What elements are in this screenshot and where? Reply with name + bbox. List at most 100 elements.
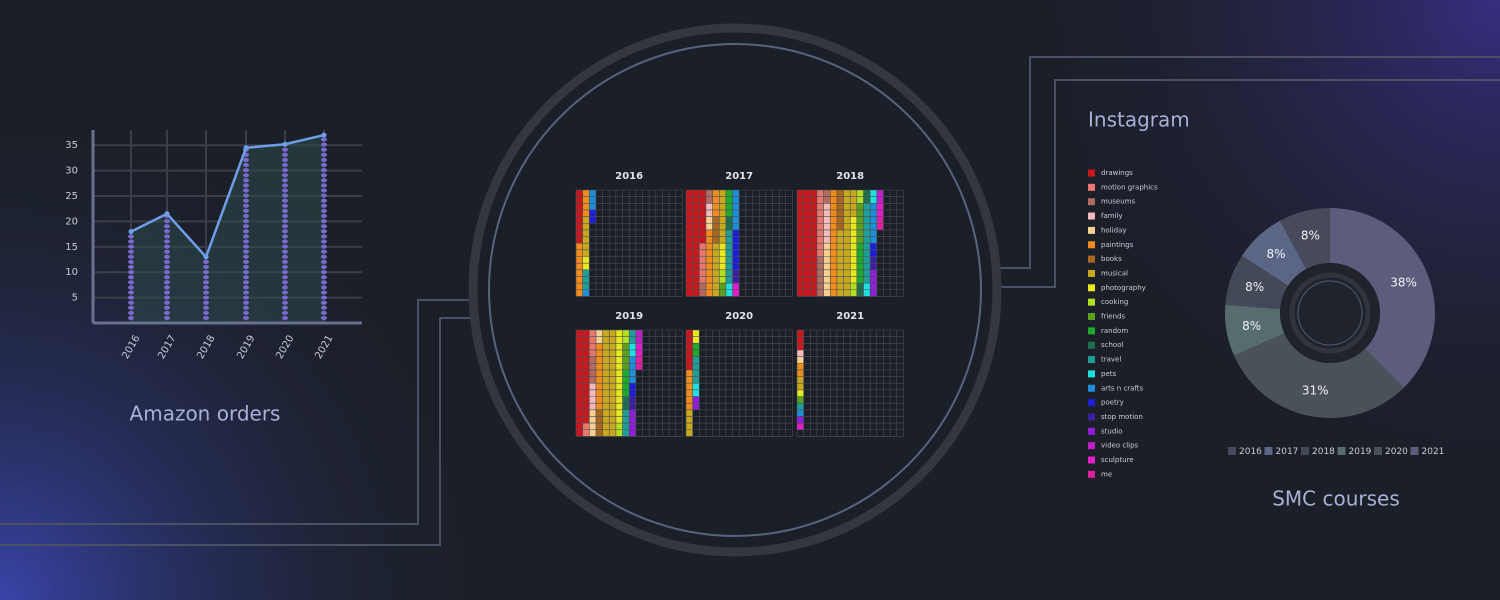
waffle-block (816, 190, 831, 297)
waffle-cell (816, 269, 824, 277)
waffle-cell (622, 429, 630, 437)
panel-title: 2021 (836, 311, 864, 322)
waffle-block (856, 243, 864, 284)
dot (203, 305, 209, 310)
waffle-cell (686, 196, 693, 204)
dot (321, 168, 327, 173)
waffle-cell (876, 203, 884, 210)
waffle-cell (810, 263, 817, 270)
waffle-cell (622, 336, 630, 344)
waffle-cell (732, 209, 740, 217)
waffle-cell (576, 429, 583, 437)
waffle-cell (686, 416, 693, 424)
legend-swatch (1264, 447, 1273, 455)
waffle-cell (629, 383, 636, 390)
waffle-cell (595, 403, 603, 410)
waffle-cell (609, 369, 616, 377)
waffle-cell (712, 263, 720, 270)
dot (282, 157, 288, 162)
panel-title: 2020 (725, 311, 753, 322)
waffle-cell (595, 409, 603, 417)
dot (282, 239, 288, 244)
legend-label: studio (1101, 427, 1123, 435)
waffle-cell (816, 236, 824, 244)
dot (243, 198, 249, 203)
waffle-cell (712, 190, 720, 197)
waffle-block (725, 216, 733, 230)
waffle-cell (589, 383, 596, 390)
waffle-cell (609, 343, 616, 350)
waffle-cell (719, 223, 726, 230)
waffle-block (589, 383, 596, 410)
waffle-cell (823, 236, 831, 244)
waffle-block (870, 269, 877, 297)
waffle-cell (836, 196, 844, 204)
waffle-cell (686, 409, 693, 417)
waffle-cell (843, 249, 851, 257)
waffle-cell (823, 256, 831, 264)
dot (164, 239, 170, 244)
waffle-cell (602, 330, 610, 337)
waffle-cell (856, 216, 864, 224)
waffle-cell (582, 203, 590, 210)
waffle-cell (856, 223, 864, 230)
waffle-cell (686, 389, 693, 397)
waffle-cell (692, 190, 700, 197)
waffle-cell (615, 396, 623, 404)
waffle-cell (843, 256, 851, 264)
waffle-cell (863, 256, 871, 264)
dot (282, 249, 288, 254)
waffle-cell (803, 263, 811, 270)
dot (282, 152, 288, 157)
waffle-cell (830, 209, 837, 217)
waffle-block (797, 190, 817, 297)
dot (164, 316, 170, 320)
waffle-cell (582, 389, 590, 397)
waffle-block (589, 330, 603, 437)
dot (321, 280, 327, 285)
waffle-cell (712, 256, 720, 264)
point (128, 229, 134, 235)
waffle-cell (582, 283, 590, 290)
dot (128, 259, 134, 264)
waffle-cell (719, 236, 726, 244)
waffle-cell (816, 243, 824, 250)
waffle-block (725, 190, 733, 217)
waffle-cell (692, 389, 700, 397)
waffle-cell (830, 269, 837, 277)
waffle-cell (836, 289, 844, 297)
dot (282, 305, 288, 310)
waffle-block (797, 403, 804, 410)
waffle-cell (797, 269, 804, 277)
legend-swatch (1088, 413, 1095, 421)
dot (282, 285, 288, 290)
waffle-cell (609, 376, 616, 384)
waffle-cell (589, 216, 596, 224)
waffle-cell (797, 256, 804, 264)
waffle-block (629, 383, 636, 397)
dot (243, 168, 249, 173)
dot (243, 300, 249, 305)
waffle-cell (719, 243, 726, 250)
waffle-cell (686, 223, 693, 230)
waffle-cell (856, 269, 864, 277)
waffle-cell (582, 190, 590, 197)
waffle-cell (576, 369, 583, 377)
legend-label: pets (1101, 370, 1116, 378)
waffle-cell (725, 243, 733, 250)
dot (164, 270, 170, 275)
waffle-cell (797, 409, 804, 417)
waffle-cell (582, 289, 590, 297)
slice-label: 38% (1390, 275, 1417, 289)
dot (243, 183, 249, 188)
waffle-cell (870, 203, 877, 210)
waffle-cell (810, 229, 817, 237)
waffle-grid (796, 329, 904, 437)
waffle-block (712, 216, 720, 244)
waffle-cell (635, 343, 643, 350)
legend-label: 2016 (1239, 447, 1262, 457)
legend-label: 2019 (1349, 447, 1372, 457)
waffle-cell (816, 203, 824, 210)
panel-title: 2016 (615, 171, 643, 182)
waffle-cell (699, 283, 706, 290)
